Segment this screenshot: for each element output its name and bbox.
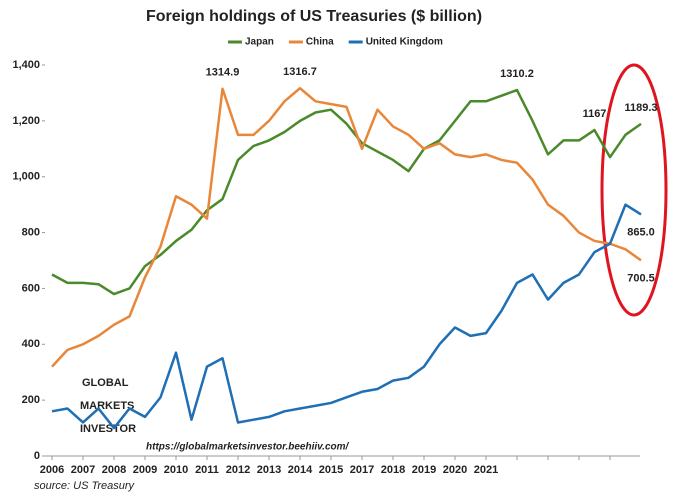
y-tick-label: 400 <box>22 338 40 350</box>
watermark: MARKETS <box>80 400 134 412</box>
x-tick-label: 2011 <box>195 464 219 476</box>
y-tick-label: 800 <box>22 226 40 238</box>
value-label: 1310.2 <box>500 68 534 80</box>
x-tick-label: 2014 <box>288 464 313 476</box>
chart-title: Foreign holdings of US Treasuries ($ bil… <box>146 8 482 25</box>
y-tick-label: 600 <box>22 282 40 294</box>
source: source: US Treasury <box>34 480 136 492</box>
x-tick-label: 2010 <box>164 464 188 476</box>
legend-label: Japan <box>245 37 274 48</box>
value-label: 1167 <box>583 108 607 120</box>
y-tick-label: 0 <box>34 450 40 462</box>
x-tick-label: 2020 <box>443 464 467 476</box>
x-tick-label: 2015 <box>319 464 343 476</box>
y-tick-label: 1,200 <box>12 115 40 127</box>
y-tick-label: 1,000 <box>12 171 40 183</box>
x-tick-label: 2012 <box>226 464 250 476</box>
legend-label: United Kingdom <box>366 37 443 48</box>
watermark: GLOBAL <box>82 377 129 389</box>
x-tick-label: 2021 <box>474 464 498 476</box>
x-tick-label: 2013 <box>257 464 281 476</box>
x-tick-label: 2017 <box>350 464 374 476</box>
x-tick-label: 2018 <box>381 464 405 476</box>
x-tick-label: 2008 <box>102 464 126 476</box>
watermark: INVESTOR <box>80 423 136 435</box>
series-line <box>51 87 642 368</box>
highlight-ellipse <box>600 63 668 317</box>
value-label: 1314.9 <box>206 67 240 79</box>
legend-label: China <box>306 37 334 48</box>
url: https://globalmarketsinvestor.beehiiv.co… <box>146 442 350 453</box>
x-tick-label: 2006 <box>40 464 64 476</box>
value-label: 1316.7 <box>283 66 317 78</box>
y-tick-label: 1,400 <box>12 59 40 71</box>
value-label: 700.5 <box>627 272 655 284</box>
value-label: 1189.3 <box>624 102 657 114</box>
x-tick-label: 2009 <box>133 464 157 476</box>
y-tick-label: 200 <box>22 394 40 406</box>
series-line <box>51 88 642 296</box>
x-tick-label: 2019 <box>412 464 436 476</box>
value-label: 865.0 <box>627 226 655 238</box>
x-tick-label: 2007 <box>71 464 95 476</box>
series-line <box>51 203 642 430</box>
